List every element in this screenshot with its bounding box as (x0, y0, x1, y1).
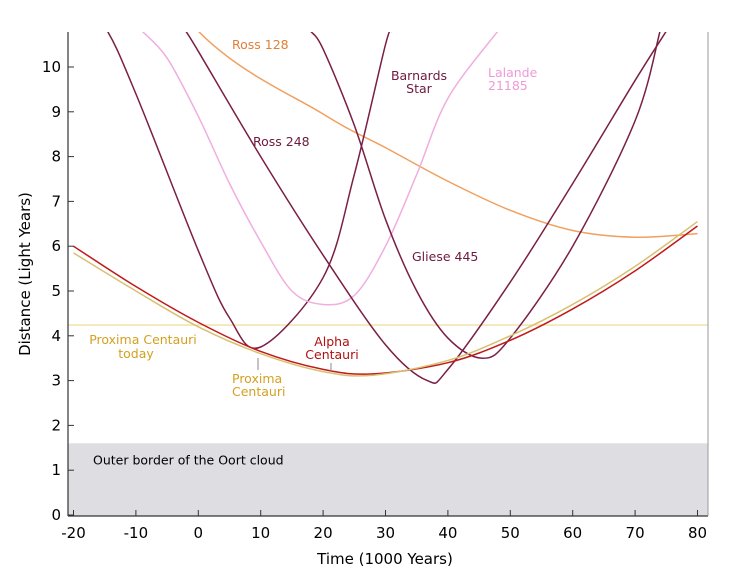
series-label-gliese-445-line-1: Gliese 445 (412, 249, 478, 264)
y-tick-label: 2 (51, 416, 61, 434)
y-tick-label: 3 (51, 372, 61, 390)
oort-cloud-label: Outer border of the Oort cloud (93, 452, 284, 467)
y-tick-label: 7 (51, 192, 61, 210)
y-tick-label: 10 (42, 58, 61, 76)
y-tick-label: 4 (51, 327, 61, 345)
series-label-barnards-star-line-1: Barnards (391, 68, 447, 83)
x-tick-label: 80 (688, 524, 707, 542)
series-line-gliese-445 (310, 32, 661, 359)
series-label-alpha-centauri-line-1: Alpha (314, 334, 350, 349)
x-tick-label: 20 (314, 524, 333, 542)
oort-cloud-region (68, 443, 708, 516)
x-tick-label: -10 (124, 524, 149, 542)
y-axis-title: Distance (Light Years) (16, 192, 34, 356)
series-label-barnards-star-line-2: Star (406, 81, 432, 96)
x-tick-label: 70 (626, 524, 645, 542)
series-label-lalande-21185-line-2: 21185 (488, 78, 528, 93)
y-tick-label: 0 (51, 506, 61, 524)
y-tick-label: 1 (51, 461, 61, 479)
proxima-today-label-line-2: today (118, 346, 154, 361)
series-label-lalande-21185-line-1: Lalande (488, 65, 538, 80)
series-label-ross-248-line-1: Ross 248 (253, 134, 310, 149)
x-tick-label: -20 (61, 524, 86, 542)
series-line-lalande-21185 (141, 32, 499, 306)
y-tick-label: 5 (51, 282, 61, 300)
x-tick-label: 30 (376, 524, 395, 542)
x-tick-label: 60 (563, 524, 582, 542)
series-line-alpha-centauri (73, 225, 698, 375)
plot-background (68, 32, 708, 516)
x-axis-title: Time (1000 Years) (316, 550, 453, 568)
y-tick-label: 9 (51, 103, 61, 121)
y-tick-label: 6 (51, 237, 61, 255)
x-tick-label: 50 (501, 524, 520, 542)
series-label-proxima-centauri-line-2: Centauri (232, 384, 285, 399)
proxima-today-label-line-1: Proxima Centauri (89, 332, 197, 347)
series-label-ross-128-line-1: Ross 128 (232, 37, 289, 52)
series-line-barnards-star (107, 32, 392, 350)
series-line-ross-128 (198, 32, 698, 239)
series-line-proxima-centauri (73, 220, 698, 377)
y-tick-label: 8 (51, 148, 61, 166)
x-tick-label: 0 (194, 524, 204, 542)
x-tick-label: 10 (251, 524, 270, 542)
x-tick-label: 40 (438, 524, 457, 542)
series-line-ross-248 (185, 32, 667, 384)
series-label-proxima-centauri-line-1: Proxima (232, 371, 282, 386)
series-label-alpha-centauri-line-2: Centauri (305, 347, 358, 362)
